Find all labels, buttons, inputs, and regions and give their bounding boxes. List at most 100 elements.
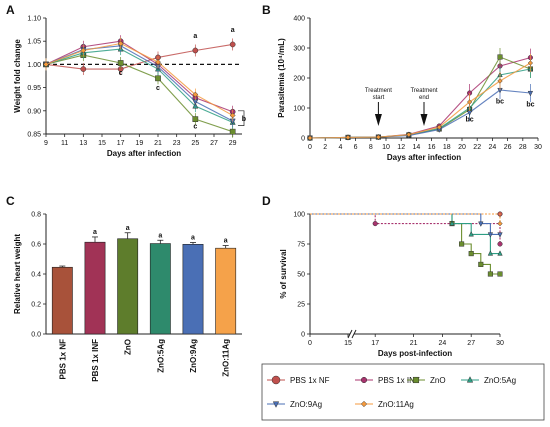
x-tick-label: 0	[308, 340, 312, 347]
data-point-5-4	[192, 91, 199, 98]
bar-0	[51, 266, 73, 335]
x-tick-label: 16	[428, 144, 436, 151]
y-tick-label: 300	[293, 46, 305, 53]
treatment-label: Treatment	[365, 88, 392, 94]
bar-5	[215, 247, 237, 335]
survival-point-3-2	[468, 231, 474, 237]
data-point-2-4	[192, 116, 199, 123]
significance-letter: a	[224, 238, 228, 245]
legend-label: PBS 1x NF	[290, 376, 330, 385]
x-tick-label: 10	[382, 144, 390, 151]
x-tick-label: 25	[191, 140, 199, 147]
y-tick-label: 0.8	[31, 212, 41, 219]
legend-label: ZnO:11Ag	[378, 400, 414, 409]
y-axis-label: % of survival	[279, 249, 288, 298]
y-tick-label: 1.00	[27, 62, 41, 69]
data-point-5-3	[155, 59, 161, 66]
y-tick-label: 50	[297, 272, 305, 279]
data-point-4-4	[436, 124, 442, 130]
x-tick-label: 21	[410, 340, 418, 347]
group-bracket	[238, 110, 245, 126]
x-tick-label: 24	[439, 340, 447, 347]
y-tick-label: 25	[297, 302, 305, 309]
y-tick-label: 0	[301, 332, 305, 339]
series-line-5	[45, 42, 233, 116]
series-line-4	[309, 62, 531, 139]
x-tick-label: 17	[117, 140, 125, 147]
data-point-4-0	[307, 135, 313, 141]
x-tick-label: 28	[519, 144, 527, 151]
y-tick-label: 0	[301, 136, 305, 143]
data-point-4-3	[406, 132, 412, 138]
data-point-4-5	[466, 99, 473, 105]
data-point-2-2	[117, 60, 124, 66]
panel-a-weight-chart: 0.85 0.90 0.95 1.00 1.05 1.10 9 11 13 15 17 19 21 23 2…	[13, 16, 246, 159]
series-line-3	[45, 48, 233, 123]
x-tick-label: 4	[338, 144, 342, 151]
treatment-arrow-head	[374, 114, 382, 126]
data-point-1-6	[497, 54, 503, 60]
x-tick-label: 12	[397, 144, 405, 151]
survival-point-2-6	[497, 271, 503, 277]
y-tick-label: 0.85	[27, 132, 41, 139]
x-tick-label: 11	[61, 140, 68, 147]
panel-d-survival-chart: 0 25 50 75 100 0 15 17 21 24 27 30 Days post-infecti…	[279, 211, 504, 358]
legend-label: PBS 1x INF	[378, 376, 420, 385]
y-tick-label: 0.0	[31, 332, 41, 339]
legend-box	[261, 363, 545, 421]
survival-point-4-3	[497, 232, 503, 238]
x-tick-label: 13	[79, 140, 87, 147]
significance-letter: a	[126, 225, 130, 232]
legend-marker	[360, 376, 368, 384]
survival-point-3-3	[487, 250, 494, 256]
y-tick-label: 100	[293, 212, 305, 219]
survival-point-2-4	[478, 261, 484, 267]
data-point-4-6	[497, 78, 503, 84]
x-axis-label: Days after infection	[107, 149, 181, 158]
y-tick-label: 1.05	[27, 39, 41, 46]
bar-4	[182, 244, 204, 335]
y-tick-label: 1.10	[27, 16, 41, 23]
category-label: PBS 1x NF	[58, 339, 67, 380]
data-point-4-1	[345, 134, 351, 141]
y-tick-label: 400	[293, 16, 305, 23]
survival-point-2-5	[487, 271, 493, 277]
x-tick-label: 9	[44, 140, 48, 147]
legend-marker	[360, 400, 368, 408]
x-tick-label: 18	[443, 144, 451, 151]
survival-point-1-3	[497, 241, 503, 247]
legend-marker	[271, 375, 281, 385]
axis-break-mark	[347, 329, 353, 339]
survival-point-3-4	[497, 250, 503, 256]
category-label: ZnO:5Ag	[156, 339, 165, 373]
survival-point-4-1	[478, 221, 484, 227]
x-tick-label: 0	[308, 144, 312, 151]
x-tick-label: 19	[135, 140, 143, 147]
x-tick-label: 23	[173, 140, 181, 147]
survival-point-3-1	[449, 220, 455, 226]
bar-1	[84, 241, 106, 335]
data-point-5-2	[117, 40, 124, 47]
significance-letter: a	[93, 229, 97, 236]
panel-label-d: D	[262, 194, 271, 208]
significance-letter: a	[191, 235, 195, 242]
series-line-1	[45, 40, 233, 113]
legend-marker	[466, 376, 474, 383]
significance-letter: a	[158, 232, 162, 239]
survival-step-2	[310, 213, 500, 275]
legend-label: ZnO:9Ag	[290, 400, 322, 409]
category-label: ZnO	[124, 339, 133, 355]
x-tick-label: 24	[489, 144, 497, 151]
data-point-5-0	[43, 61, 49, 68]
survival-point-2-3	[468, 251, 474, 257]
y-axis-label: Weight fold change	[13, 39, 22, 113]
y-axis-label: Relative heart weight	[13, 234, 22, 314]
significance-letter: bc	[496, 99, 504, 106]
data-point-0-4	[192, 47, 199, 54]
data-point-0-5	[229, 41, 236, 48]
data-point-0-1	[80, 66, 87, 72]
series-line-4	[45, 45, 233, 122]
data-point-2-3	[155, 75, 161, 82]
x-tick-label: 30	[534, 144, 542, 151]
